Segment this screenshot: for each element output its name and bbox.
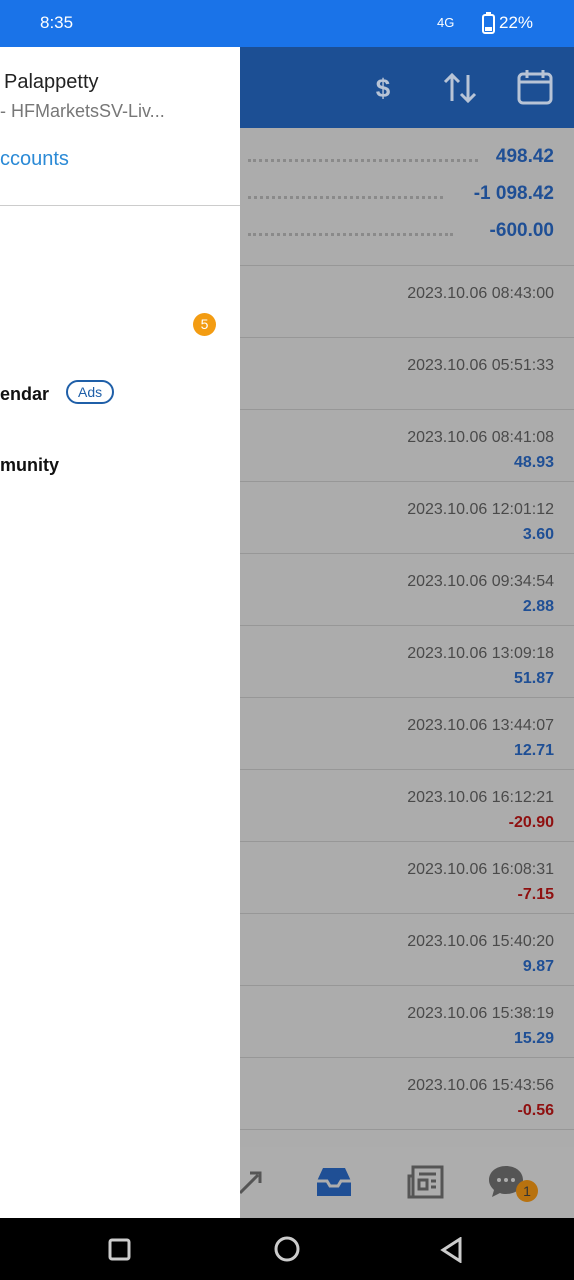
- row-time: 2023.10.06 09:34:54: [407, 573, 554, 590]
- row-time: 2023.10.06 15:40:20: [407, 933, 554, 950]
- time: 8:35: [40, 13, 74, 32]
- row-time: 2023.10.06 16:08:31: [407, 861, 554, 878]
- account-name: Palappetty: [4, 71, 99, 93]
- divider: [0, 205, 240, 206]
- news-tab[interactable]: [407, 1164, 445, 1200]
- history-row[interactable]: 2023.10.06 13:44:07 12.71: [240, 697, 574, 770]
- row-profit: 12.71: [513, 742, 554, 759]
- row-profit: 9.87: [522, 958, 554, 975]
- manage-accounts-link[interactable]: ccounts: [0, 148, 69, 170]
- row-profit: -0.56: [517, 1102, 554, 1119]
- account-server: - HFMarketsSV-Liv...: [0, 101, 165, 121]
- dotted-leader: [248, 233, 453, 236]
- row-profit: 3.60: [522, 526, 554, 543]
- battery-icon: [482, 12, 495, 34]
- history-row[interactable]: 2023.10.06 12:01:12 3.60: [240, 481, 574, 554]
- dotted-leader: [248, 196, 443, 199]
- chat-badge: 1: [516, 1180, 538, 1202]
- status-bar: 8:35 4G 22%: [0, 0, 574, 47]
- svg-text:$: $: [376, 73, 391, 103]
- back-button[interactable]: [440, 1237, 464, 1263]
- row-profit: -7.15: [517, 886, 554, 903]
- trade-tab[interactable]: [240, 1165, 262, 1195]
- row-profit: 2.88: [522, 598, 554, 615]
- row-time: 2023.10.06 08:41:08: [407, 429, 554, 446]
- sort-button[interactable]: [443, 71, 477, 105]
- history-list: 498.42 -1 098.42 -600.00 2023.10.06 08:43:0…: [240, 128, 574, 1147]
- home-button[interactable]: [273, 1235, 301, 1263]
- row-time: 2023.10.06 05:51:33: [407, 357, 554, 374]
- summary-value: 498.42: [495, 146, 554, 167]
- recents-button[interactable]: [108, 1238, 132, 1262]
- history-row-partial: [240, 1129, 574, 1202]
- dotted-leader: [248, 159, 478, 162]
- row-time: 2023.10.06 13:09:18: [407, 645, 554, 662]
- row-time: 2023.10.06 12:01:12: [407, 501, 554, 518]
- history-row[interactable]: 2023.10.06 16:08:31 -7.15: [240, 841, 574, 914]
- bottom-nav: 1: [240, 1147, 574, 1218]
- history-row[interactable]: 2023.10.06 15:43:56 -0.56: [240, 1057, 574, 1130]
- row-profit: -20.90: [508, 814, 554, 831]
- network: 4G: [437, 15, 455, 30]
- row-profit: 48.93: [513, 454, 554, 471]
- drawer: Palappetty - HFMarketsSV-Liv... ccounts …: [0, 47, 240, 1218]
- history-row[interactable]: 2023.10.06 08:43:00: [240, 265, 574, 338]
- row-time: 2023.10.06 13:44:07: [407, 717, 554, 734]
- row-profit: 15.29: [513, 1030, 554, 1047]
- summary-value: -600.00: [489, 220, 554, 241]
- row-time: 2023.10.06 15:38:19: [407, 1005, 554, 1022]
- history-tab[interactable]: [315, 1165, 353, 1199]
- deposit-button[interactable]: $: [365, 71, 401, 105]
- summary-value: -1 098.42: [473, 183, 554, 204]
- calendar-button[interactable]: [517, 69, 553, 105]
- row-time: 2023.10.06 15:43:56: [407, 1077, 554, 1094]
- history-row[interactable]: 2023.10.06 15:40:20 9.87: [240, 913, 574, 986]
- chat-tab[interactable]: [488, 1164, 526, 1198]
- history-row[interactable]: 2023.10.06 16:12:21 -20.90: [240, 769, 574, 842]
- history-row[interactable]: 2023.10.06 15:38:19 15.29: [240, 985, 574, 1058]
- row-time: 2023.10.06 08:43:00: [407, 285, 554, 302]
- row-profit: 51.87: [513, 670, 554, 687]
- row-time: 2023.10.06 16:12:21: [407, 789, 554, 806]
- history-row[interactable]: 2023.10.06 08:41:08 48.93: [240, 409, 574, 482]
- calendar-item[interactable]: endar: [0, 384, 50, 404]
- app-bar: $: [240, 47, 574, 128]
- battery: 22%: [499, 13, 534, 32]
- history-row[interactable]: 2023.10.06 09:34:54 2.88: [240, 553, 574, 626]
- community-item[interactable]: munity: [0, 455, 60, 475]
- history-row[interactable]: 2023.10.06 05:51:33: [240, 337, 574, 410]
- mailbox-badge: 5: [193, 313, 216, 336]
- ads-badge: Ads: [66, 380, 115, 404]
- system-nav: [0, 1218, 574, 1280]
- history-row[interactable]: 2023.10.06 13:09:18 51.87: [240, 625, 574, 698]
